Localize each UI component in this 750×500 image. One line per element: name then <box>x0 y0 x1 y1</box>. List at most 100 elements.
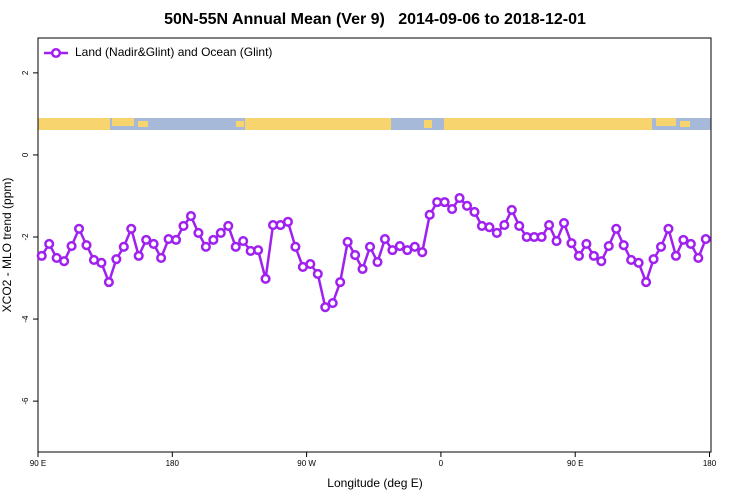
land-band <box>245 118 391 130</box>
data-point <box>253 245 264 256</box>
data-point <box>141 234 152 245</box>
land-band <box>680 121 690 127</box>
x-axis-title: Longitude (deg E) <box>327 476 422 490</box>
data-point <box>633 257 644 268</box>
data-point <box>126 223 137 234</box>
data-point <box>215 227 226 238</box>
x-tick-label: 90 E <box>30 459 46 468</box>
data-point <box>387 245 398 256</box>
data-point <box>611 223 622 234</box>
data-point <box>81 240 92 251</box>
data-point <box>148 238 159 250</box>
legend-label: Land (Nadir&Glint) and Ocean (Glint) <box>75 45 272 59</box>
x-tick-label: 0 <box>439 459 444 468</box>
data-point <box>618 240 629 251</box>
data-point <box>469 206 480 218</box>
data-point <box>536 231 547 243</box>
data-point <box>364 241 376 252</box>
land-band <box>38 118 110 130</box>
y-axis-title: XCO2 - MLO trend (ppm) <box>0 178 14 313</box>
data-point <box>335 277 346 288</box>
data-point <box>133 250 144 261</box>
data-point <box>655 241 667 252</box>
data-point <box>566 238 577 249</box>
data-point <box>44 238 55 250</box>
data-point <box>588 250 599 261</box>
data-point <box>327 298 338 309</box>
data-point <box>357 263 368 275</box>
data-point <box>379 234 390 245</box>
data-point <box>193 227 204 238</box>
data-point <box>685 238 696 250</box>
data-point <box>312 268 323 279</box>
data-point <box>514 220 525 231</box>
data-point <box>670 250 681 261</box>
legend-marker <box>50 47 62 59</box>
data-point <box>648 254 659 265</box>
data-point <box>282 216 294 227</box>
data-point <box>230 241 241 252</box>
plot-frame <box>37 37 712 453</box>
data-point <box>103 277 114 288</box>
land-ocean-strip <box>38 118 711 130</box>
data-point <box>439 197 450 208</box>
data-point <box>499 220 510 231</box>
data-point <box>372 256 383 268</box>
data-point <box>320 302 331 313</box>
data-point <box>484 222 495 233</box>
y-tick-label: -2 <box>21 233 30 241</box>
data-point <box>678 234 689 245</box>
data-point <box>342 236 353 247</box>
data-point <box>461 200 473 211</box>
data-point <box>454 192 465 204</box>
y-tick-label: 2 <box>21 70 30 75</box>
x-tick-label: 180 <box>703 459 717 468</box>
data-point <box>394 240 405 252</box>
chart-title: 50N-55N Annual Mean (Ver 9) 2014-09-06 t… <box>164 11 586 28</box>
data-point <box>693 252 704 263</box>
x-tick-label: 90 E <box>567 459 583 468</box>
land-band <box>656 118 676 126</box>
land-band <box>138 121 148 127</box>
data-point <box>96 257 107 268</box>
data-point <box>118 241 129 252</box>
data-point <box>238 236 249 247</box>
land-band <box>236 121 244 127</box>
data-point <box>185 211 197 222</box>
data-point <box>491 227 502 238</box>
data-point <box>596 256 607 267</box>
y-tick-label: -6 <box>21 397 30 405</box>
data-point <box>170 234 182 245</box>
data-point <box>290 241 301 252</box>
data-point <box>73 223 85 234</box>
data-point <box>409 241 420 252</box>
data-point <box>544 220 555 231</box>
data-point <box>36 250 47 261</box>
data-point <box>447 204 458 215</box>
data-point <box>641 277 652 288</box>
land-band <box>424 120 432 128</box>
data-point <box>223 220 234 231</box>
land-band <box>112 118 134 126</box>
data-point <box>581 238 592 250</box>
data-point <box>66 240 77 252</box>
data-point <box>111 254 122 265</box>
data-point <box>200 241 211 252</box>
y-tick-label: 0 <box>21 152 30 157</box>
data-point <box>178 220 189 231</box>
data-point <box>506 204 517 215</box>
data-point <box>424 209 435 220</box>
data-point <box>156 252 167 263</box>
data-point <box>417 247 428 258</box>
x-tick-label: 180 <box>166 459 180 468</box>
data-point <box>59 256 70 267</box>
data-point <box>663 223 674 234</box>
data-point <box>573 250 584 261</box>
y-tick-label: -4 <box>21 315 30 323</box>
data-point <box>208 234 219 245</box>
data-point <box>700 234 711 245</box>
data-point <box>305 259 316 270</box>
data-point <box>350 250 361 261</box>
